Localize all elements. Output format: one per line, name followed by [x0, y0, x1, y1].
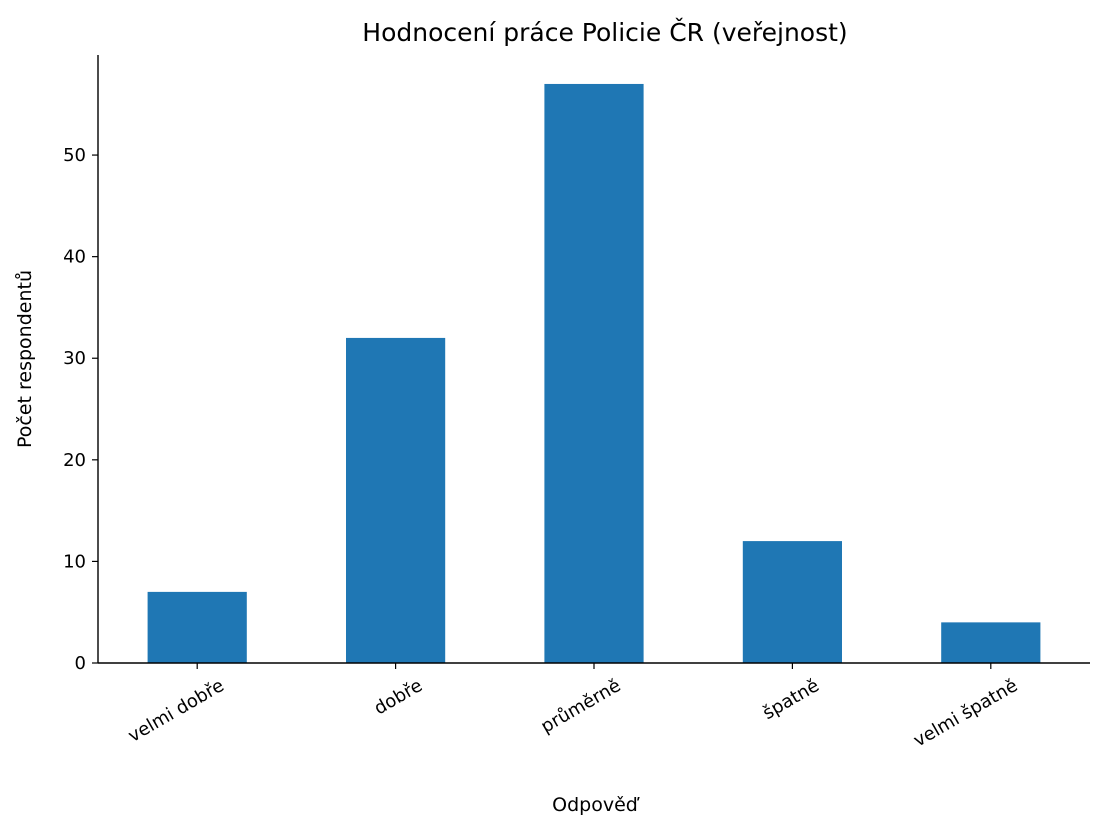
bar-velmi-spatne	[941, 622, 1041, 663]
x-axis-label: Odpověď	[552, 794, 640, 816]
y-axis-label: Počet respondentů	[14, 270, 36, 448]
y-tick-label: 50	[63, 145, 86, 166]
x-axis-ticks: velmi dobře dobře průměrně špatně velmi špat…	[125, 663, 1021, 752]
x-tick-label: průměrně	[537, 675, 624, 737]
y-tick-label: 20	[63, 450, 86, 471]
y-tick-label: 0	[75, 653, 86, 674]
x-tick-label: velmi dobře	[125, 675, 228, 747]
bar-dobre	[346, 337, 446, 663]
x-tick-label: velmi špatně	[910, 675, 1021, 751]
x-tick-label: špatně	[759, 675, 823, 724]
chart-title: Hodnocení práce Policie ČR (veřejnost)	[362, 17, 847, 47]
x-tick-label: dobře	[371, 675, 426, 719]
bar-spatne	[742, 541, 842, 663]
y-tick-label: 30	[63, 348, 86, 369]
bar-prumerne	[544, 83, 644, 663]
y-tick-label: 40	[63, 247, 86, 268]
bar-velmi-dobre	[147, 591, 247, 663]
y-tick-label: 10	[63, 551, 86, 572]
y-axis-ticks: 0 10 20 30 40 50	[63, 145, 98, 674]
bars-group	[147, 83, 1041, 663]
